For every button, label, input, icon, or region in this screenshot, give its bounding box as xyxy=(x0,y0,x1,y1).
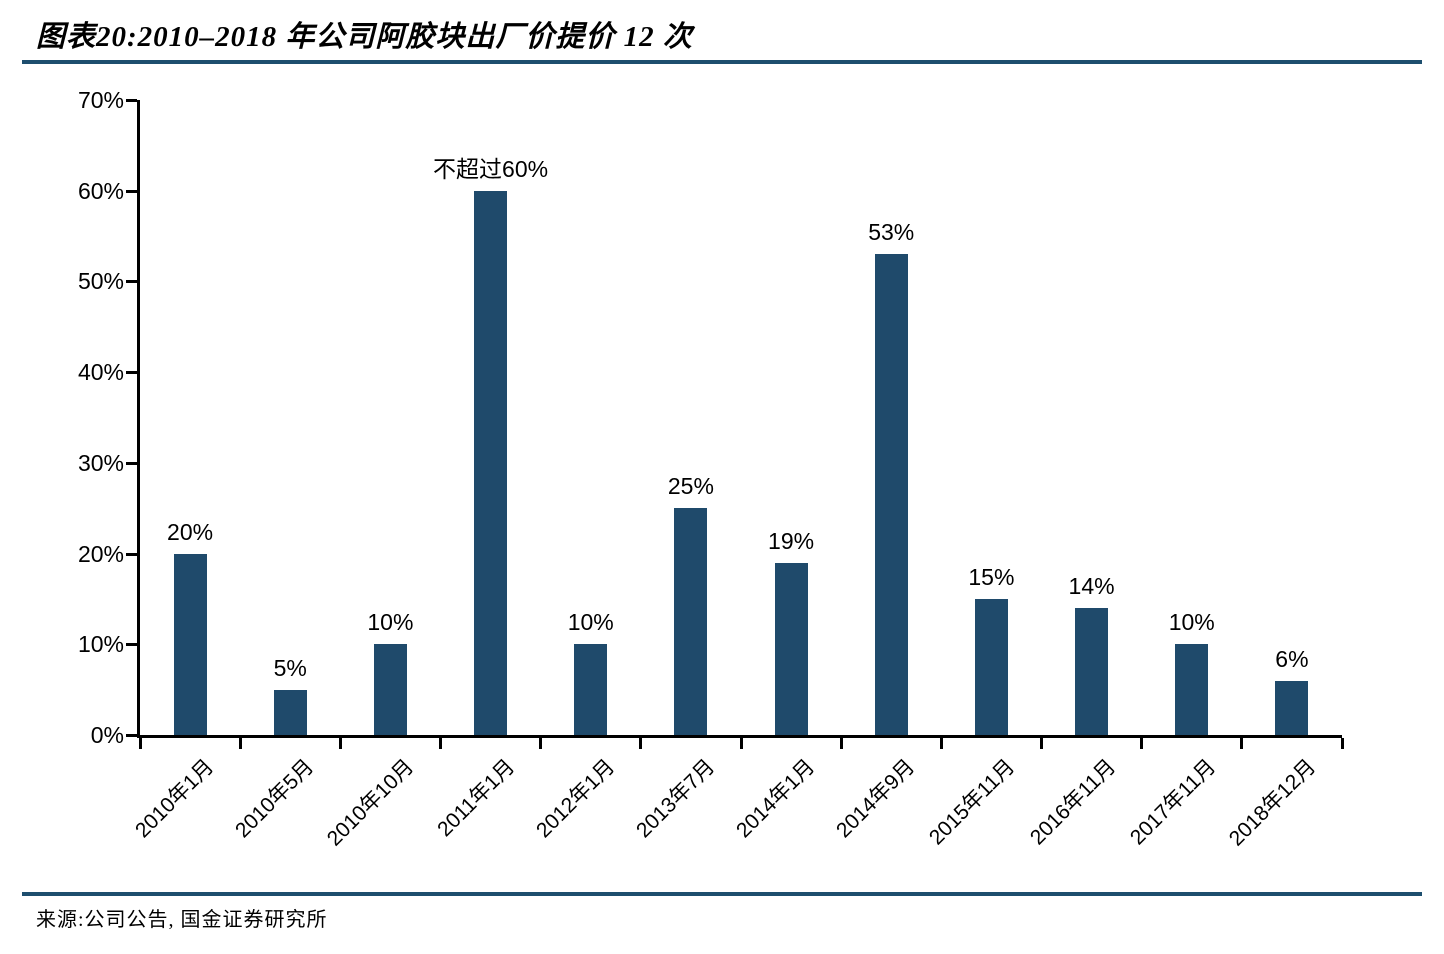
y-axis-tick xyxy=(126,371,137,375)
y-axis-tick-label: 40% xyxy=(77,359,124,386)
bar-value-label: 10% xyxy=(567,609,614,636)
y-axis-tick-label: 30% xyxy=(77,449,124,476)
bar-value-label: 25% xyxy=(667,473,714,500)
x-axis-tick xyxy=(1040,738,1043,749)
bar xyxy=(474,190,508,735)
y-axis-tick-label: 60% xyxy=(77,177,124,204)
x-axis-tick xyxy=(739,738,743,749)
y-axis-tick xyxy=(126,643,137,647)
y-axis-tick xyxy=(126,280,137,284)
y-axis xyxy=(137,100,140,738)
x-axis-tick xyxy=(939,738,943,749)
x-axis-tick xyxy=(1140,738,1144,749)
bar-value-label: 5% xyxy=(273,654,307,681)
bar-value-label: 53% xyxy=(868,219,915,246)
y-axis-tick-label: 50% xyxy=(77,268,124,295)
x-axis-tick xyxy=(1240,738,1244,749)
bar-value-label: 15% xyxy=(968,563,1015,590)
bar xyxy=(1075,608,1109,735)
bar-value-label: 不超过60% xyxy=(433,155,549,182)
bar-value-label: 10% xyxy=(1168,609,1215,636)
bar-value-label: 10% xyxy=(367,609,414,636)
x-axis xyxy=(137,735,1342,738)
figure-title: 图表20:2010–2018 年公司阿胶块出厂价提价 12 次 xyxy=(36,21,693,53)
x-axis-tick xyxy=(338,738,342,749)
bar xyxy=(774,562,808,735)
bar xyxy=(1175,644,1209,735)
y-axis-tick-label: 0% xyxy=(90,722,124,748)
y-axis-tick xyxy=(126,461,137,465)
bar xyxy=(574,644,608,735)
price-increase-bar-chart: 0% 10% 20% 30% 40% 50% 60% 70% 20% 2010年1月 5% 2010年… xyxy=(0,70,1444,880)
y-axis-tick xyxy=(126,552,137,556)
bar-value-label: 20% xyxy=(167,518,214,545)
x-axis-tick xyxy=(839,738,843,749)
bar-value-label: 6% xyxy=(1275,645,1309,672)
bar xyxy=(173,553,207,735)
x-axis-tick xyxy=(639,738,643,749)
bar xyxy=(874,254,908,735)
x-axis-tick xyxy=(439,738,442,749)
bar-value-label: 14% xyxy=(1068,573,1115,599)
footer-divider xyxy=(22,892,1422,896)
bar xyxy=(373,644,407,735)
y-axis-tick xyxy=(126,734,137,737)
bar xyxy=(1275,680,1309,735)
y-axis-tick xyxy=(126,189,137,193)
y-axis-tick-label: 70% xyxy=(77,87,124,113)
x-axis-tick xyxy=(1340,738,1344,749)
bar xyxy=(674,508,708,735)
y-axis-tick xyxy=(126,99,137,102)
bar xyxy=(273,689,307,735)
x-axis-tick xyxy=(539,738,543,749)
bar xyxy=(974,598,1008,735)
x-axis-tick xyxy=(238,738,242,749)
title-divider xyxy=(22,60,1422,64)
bar-value-label: 19% xyxy=(768,527,815,554)
y-axis-tick-label: 20% xyxy=(77,540,124,567)
y-axis-tick-label: 10% xyxy=(77,631,124,658)
source-note: 来源:公司公告, 国金证券研究所 xyxy=(36,909,328,931)
x-axis-tick xyxy=(138,738,142,749)
